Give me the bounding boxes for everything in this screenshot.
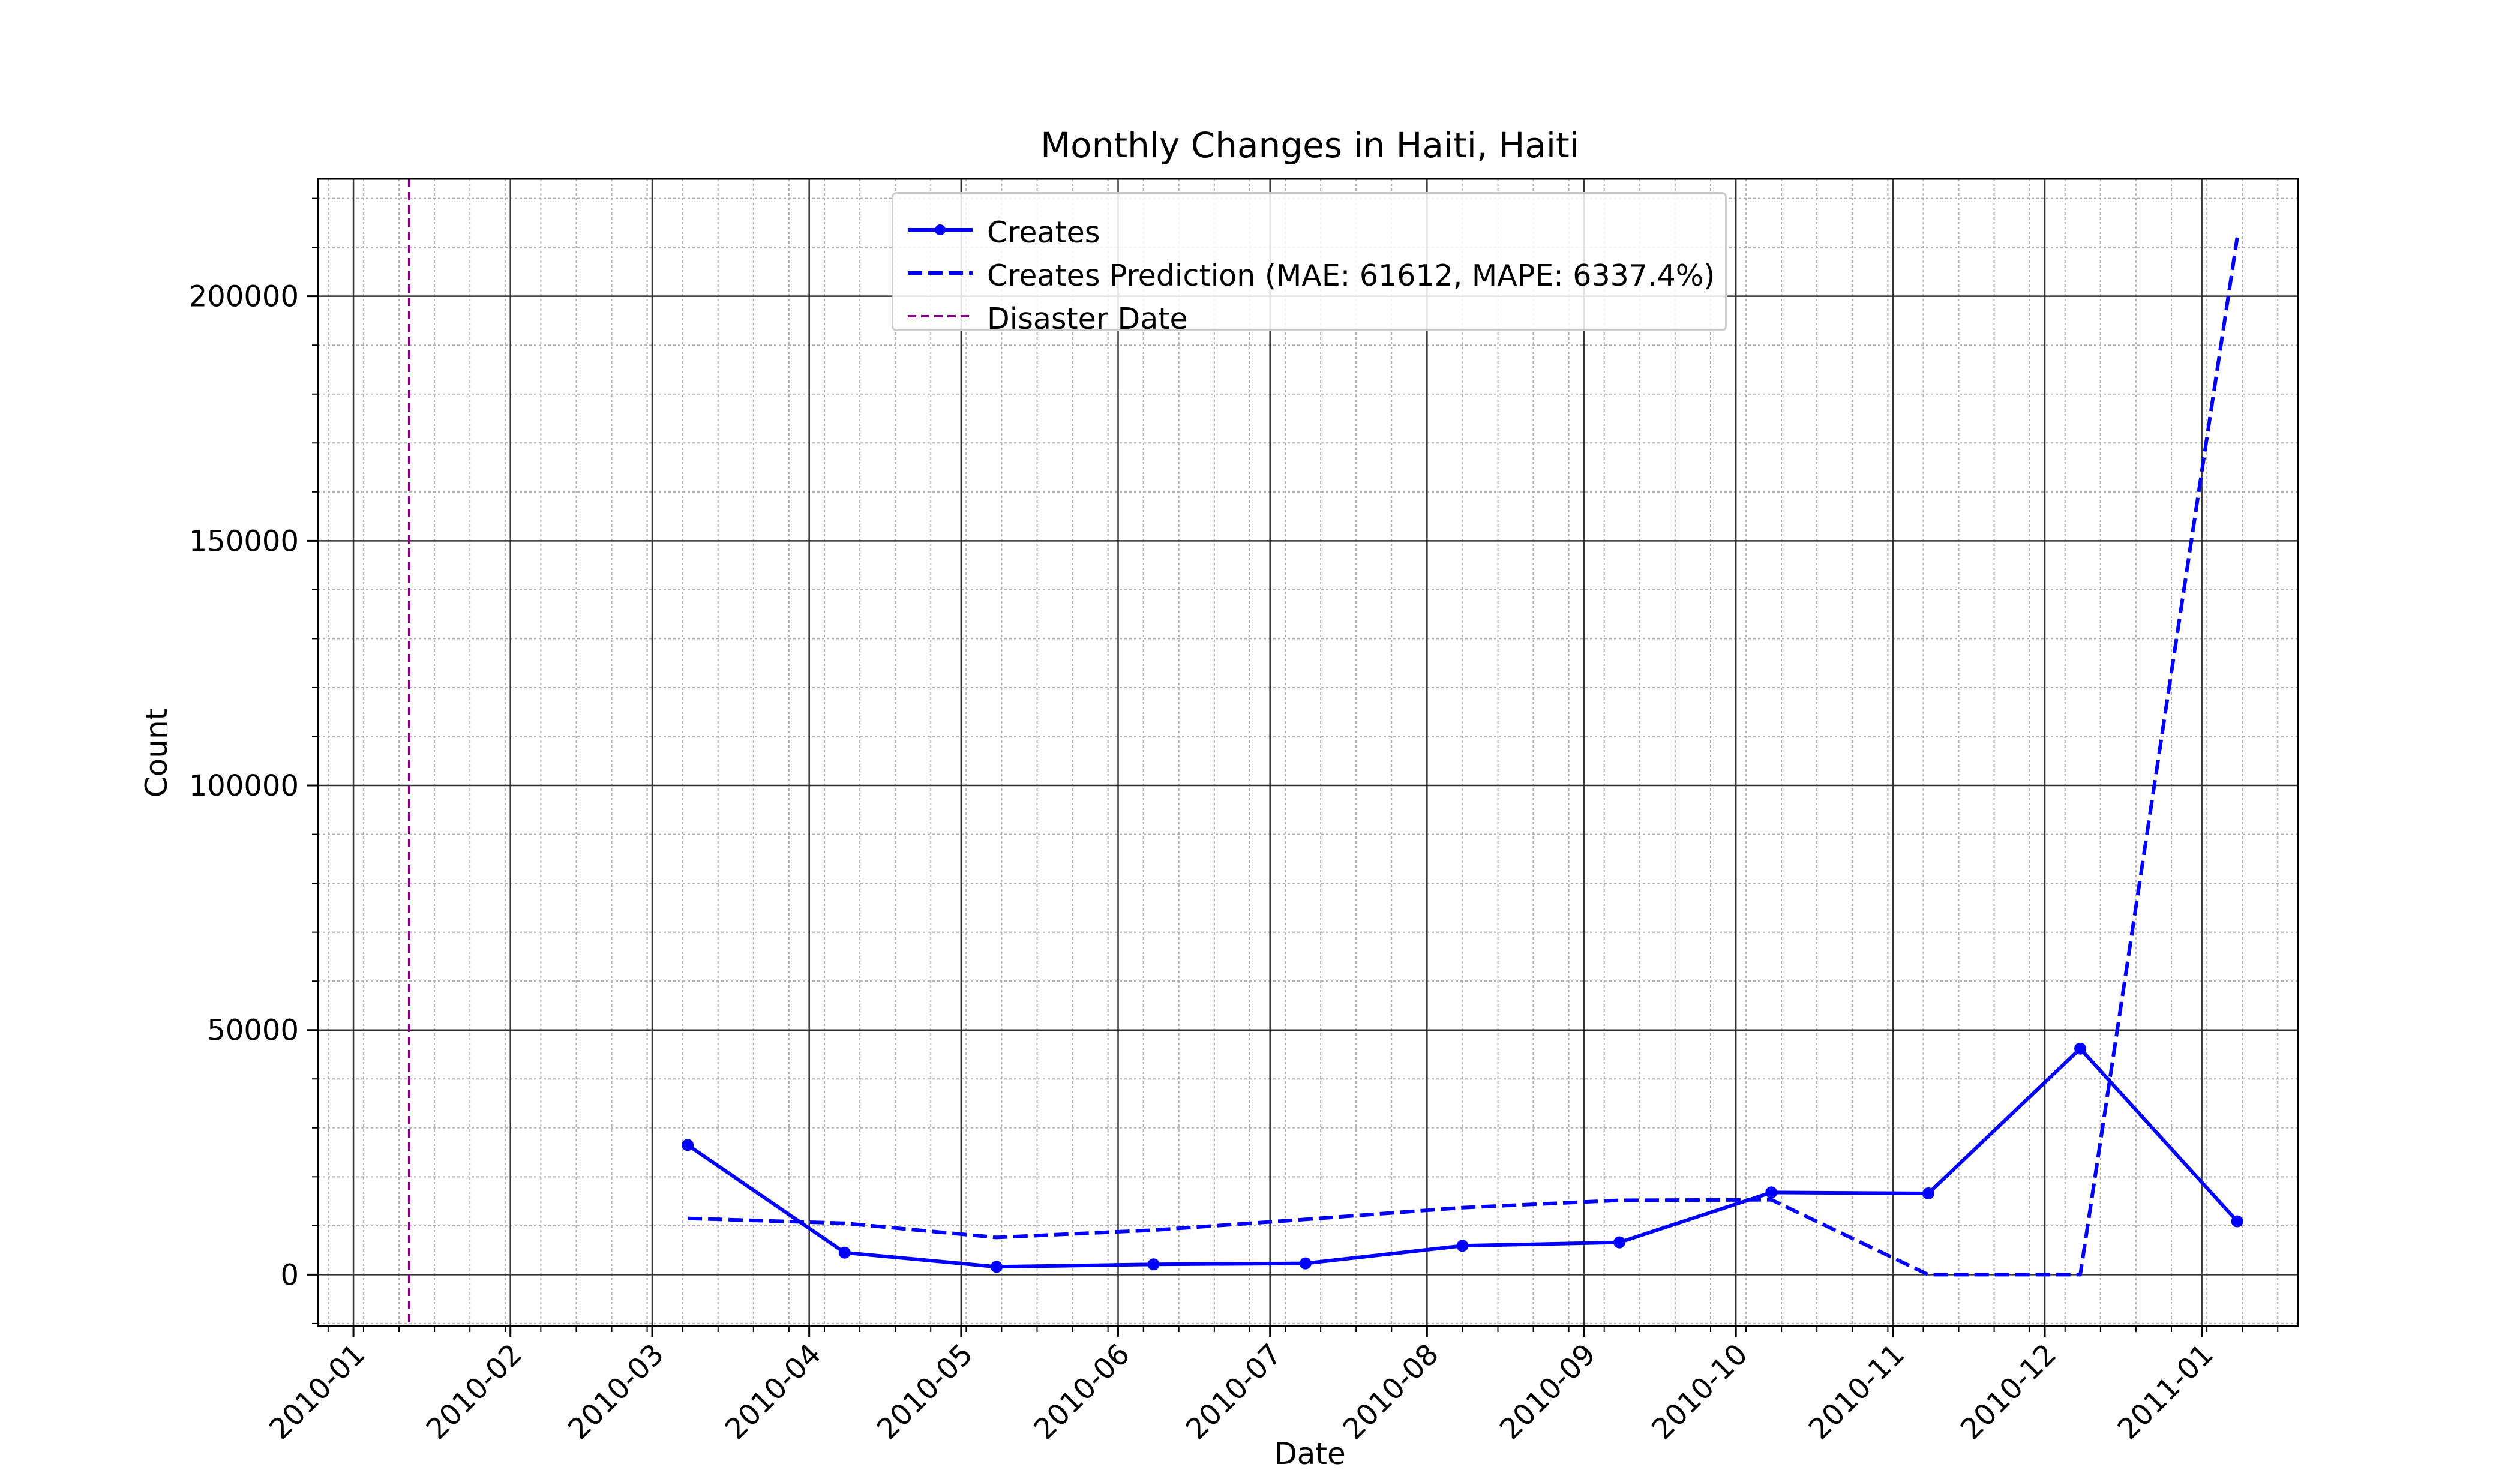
x-tick-label: 2010-04 xyxy=(719,1337,827,1446)
y-axis-label: Count xyxy=(139,709,174,798)
legend: Creates Creates Prediction (MAE: 61612, … xyxy=(892,192,1727,336)
x-tick-label: 2010-09 xyxy=(1493,1337,1602,1446)
axis-ticks xyxy=(307,197,2279,1337)
major-grid xyxy=(318,179,2298,1326)
creates-prediction-line xyxy=(688,237,2239,1277)
x-tick-label: 2010-01 xyxy=(263,1337,371,1446)
creates-point xyxy=(1456,1240,1469,1252)
x-tick-label: 2010-10 xyxy=(1645,1337,1754,1446)
legend-swatch-prediction xyxy=(908,271,973,275)
legend-label-creates: Creates xyxy=(987,215,1100,250)
creates-point xyxy=(1147,1258,1160,1271)
creates-point xyxy=(990,1261,1003,1273)
x-tick-label: 2010-02 xyxy=(420,1337,529,1446)
creates-point xyxy=(1299,1257,1312,1270)
x-tick-label: 2010-07 xyxy=(1180,1337,1288,1446)
y-tick-label: 100000 xyxy=(189,769,299,803)
chart-title: Monthly Changes in Haiti, Haiti xyxy=(1040,125,1579,166)
x-tick-label: 2010-05 xyxy=(871,1337,979,1446)
legend-swatch-disaster-date xyxy=(908,315,973,317)
minor-grid xyxy=(318,179,2298,1326)
x-tick-label: 2010-03 xyxy=(562,1337,670,1446)
creates-point xyxy=(2231,1215,2243,1228)
plot-frame xyxy=(317,178,2299,1327)
x-tick-label: 2010-12 xyxy=(1954,1337,2063,1446)
series-layer xyxy=(682,237,2243,1277)
creates-point xyxy=(1922,1187,1934,1200)
creates-point xyxy=(1613,1236,1626,1249)
y-tick-label: 0 xyxy=(280,1258,299,1292)
creates-point xyxy=(1765,1186,1778,1199)
x-tick-label: 2010-11 xyxy=(1802,1337,1911,1446)
x-axis-label: Date xyxy=(1274,1436,1346,1470)
y-tick-label: 150000 xyxy=(189,524,299,558)
creates-point xyxy=(682,1139,694,1151)
legend-item-disaster-date: Disaster Date xyxy=(893,298,1725,336)
y-tick-label: 50000 xyxy=(207,1014,299,1048)
legend-label-prediction: Creates Prediction (MAE: 61612, MAPE: 63… xyxy=(987,259,1715,293)
creates-point xyxy=(2074,1042,2087,1055)
creates-point xyxy=(838,1246,851,1259)
legend-label-disaster-date: Disaster Date xyxy=(987,302,1188,336)
legend-item-creates: Creates xyxy=(893,212,1725,250)
tick-labels: 2010-01 2010-02 2010-03 2010-04 2010-05 2010-… xyxy=(189,280,2220,1447)
y-tick-label: 200000 xyxy=(189,280,299,314)
x-tick-label: 2010-06 xyxy=(1028,1337,1136,1446)
x-tick-label: 2010-08 xyxy=(1336,1337,1445,1446)
x-tick-label: 2011-01 xyxy=(2111,1337,2220,1446)
legend-swatch-creates xyxy=(908,224,973,235)
legend-item-prediction: Creates Prediction (MAE: 61612, MAPE: 63… xyxy=(893,255,1725,293)
